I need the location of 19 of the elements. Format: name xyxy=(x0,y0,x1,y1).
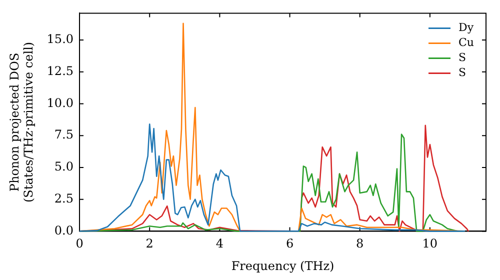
legend-label: S xyxy=(458,51,466,64)
y-axis-title: Phonon projected DOS (States/THz·primitive cell) xyxy=(7,42,36,203)
legend-label: S xyxy=(458,66,466,80)
y-tick-label: 15.0 xyxy=(46,32,74,46)
x-tick-label: 4 xyxy=(216,236,224,251)
y-tick-label: 0.0 xyxy=(54,223,74,238)
y-tick-label: 2.5 xyxy=(54,191,74,206)
x-tick-label: 0 xyxy=(76,236,84,251)
x-axis-title: Frequency (THz) xyxy=(231,258,334,273)
x-tick-label: 10 xyxy=(422,236,438,251)
y-tick-label: 10.0 xyxy=(46,96,74,110)
legend-label: Cu xyxy=(458,36,474,50)
y-tick-label: 12.5 xyxy=(46,64,74,78)
legend-label: Dy xyxy=(458,21,474,34)
x-tick-label: 8 xyxy=(356,236,364,251)
y-tick-label: 7.5 xyxy=(54,128,74,142)
x-tick-label: 6 xyxy=(286,236,294,251)
x-tick-label: 2 xyxy=(146,236,154,251)
y-tick-label: 5.0 xyxy=(54,160,74,174)
